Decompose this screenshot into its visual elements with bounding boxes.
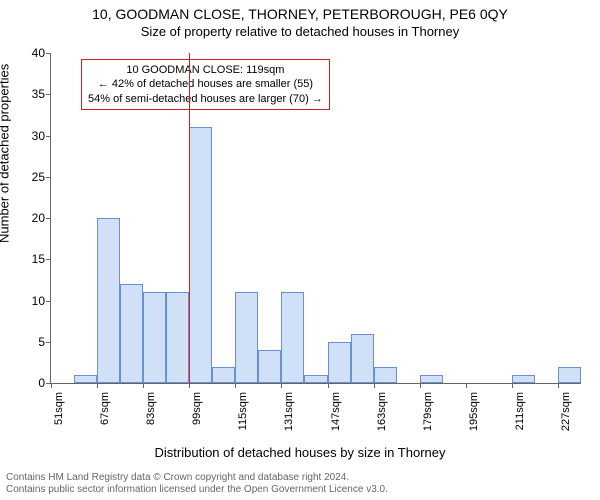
- x-tick: [51, 383, 52, 388]
- attribution-footer: Contains HM Land Registry data © Crown c…: [6, 472, 388, 496]
- x-tick: [328, 383, 329, 388]
- histogram-bar: [281, 292, 304, 383]
- callout-box: 10 GOODMAN CLOSE: 119sqm ← 42% of detach…: [81, 59, 330, 110]
- x-tick-label: 51sqm: [47, 392, 65, 425]
- y-tick-label: 15: [32, 252, 51, 266]
- footer-line: Contains HM Land Registry data © Crown c…: [6, 472, 388, 484]
- callout-line: ← 42% of detached houses are smaller (55…: [88, 77, 323, 91]
- histogram-bar: [258, 350, 281, 383]
- y-axis-label: Number of detached properties: [0, 64, 12, 243]
- x-tick: [558, 383, 559, 388]
- histogram-bar: [304, 375, 327, 383]
- x-tick: [97, 383, 98, 388]
- plot-region: 10 GOODMAN CLOSE: 119sqm ← 42% of detach…: [50, 53, 581, 384]
- histogram-bar: [166, 292, 189, 383]
- histogram-bar: [328, 342, 351, 383]
- x-tick: [420, 383, 421, 388]
- y-tick-label: 35: [32, 87, 51, 101]
- reference-line: [189, 53, 190, 383]
- histogram-bar: [235, 292, 258, 383]
- x-tick-label: 99sqm: [185, 392, 203, 425]
- x-tick: [143, 383, 144, 388]
- y-tick-label: 0: [38, 376, 51, 390]
- histogram-bar: [120, 284, 143, 383]
- y-tick-label: 30: [32, 129, 51, 143]
- footer-line: Contains public sector information licen…: [6, 484, 388, 496]
- histogram-bar: [420, 375, 443, 383]
- histogram-bar: [189, 127, 212, 383]
- y-tick-label: 20: [32, 211, 51, 225]
- histogram-bar: [374, 367, 397, 384]
- x-tick-label: 211sqm: [508, 392, 526, 430]
- x-tick: [374, 383, 375, 388]
- x-tick-label: 163sqm: [370, 392, 388, 431]
- x-axis-label: Distribution of detached houses by size …: [0, 443, 600, 460]
- histogram-bar: [558, 367, 581, 384]
- x-tick-label: 83sqm: [139, 392, 157, 425]
- x-tick-label: 131sqm: [277, 392, 295, 431]
- x-tick-label: 195sqm: [462, 392, 480, 431]
- x-tick-label: 179sqm: [416, 392, 434, 431]
- callout-line: 54% of semi-detached houses are larger (…: [88, 92, 323, 106]
- callout-line: 10 GOODMAN CLOSE: 119sqm: [88, 63, 323, 77]
- x-tick-label: 67sqm: [93, 392, 111, 425]
- x-tick: [512, 383, 513, 388]
- y-tick-label: 40: [32, 46, 51, 60]
- x-tick-label: 147sqm: [324, 392, 342, 431]
- x-tick: [189, 383, 190, 388]
- y-tick-label: 25: [32, 170, 51, 184]
- x-tick: [281, 383, 282, 388]
- page-title: 10, GOODMAN CLOSE, THORNEY, PETERBOROUGH…: [0, 0, 600, 22]
- histogram-bar: [351, 334, 374, 384]
- x-tick-label: 227sqm: [554, 392, 572, 431]
- y-tick-label: 10: [32, 294, 51, 308]
- histogram-bar: [143, 292, 166, 383]
- y-tick-label: 5: [38, 335, 51, 349]
- page-subtitle: Size of property relative to detached ho…: [0, 22, 600, 43]
- histogram-bar: [97, 218, 120, 383]
- histogram-bar: [512, 375, 535, 383]
- chart-area: Number of detached properties 10 GOODMAN…: [0, 43, 600, 443]
- x-tick-label: 115sqm: [231, 392, 249, 430]
- x-tick: [466, 383, 467, 388]
- histogram-bar: [74, 375, 97, 383]
- histogram-bar: [212, 367, 235, 384]
- x-tick: [235, 383, 236, 388]
